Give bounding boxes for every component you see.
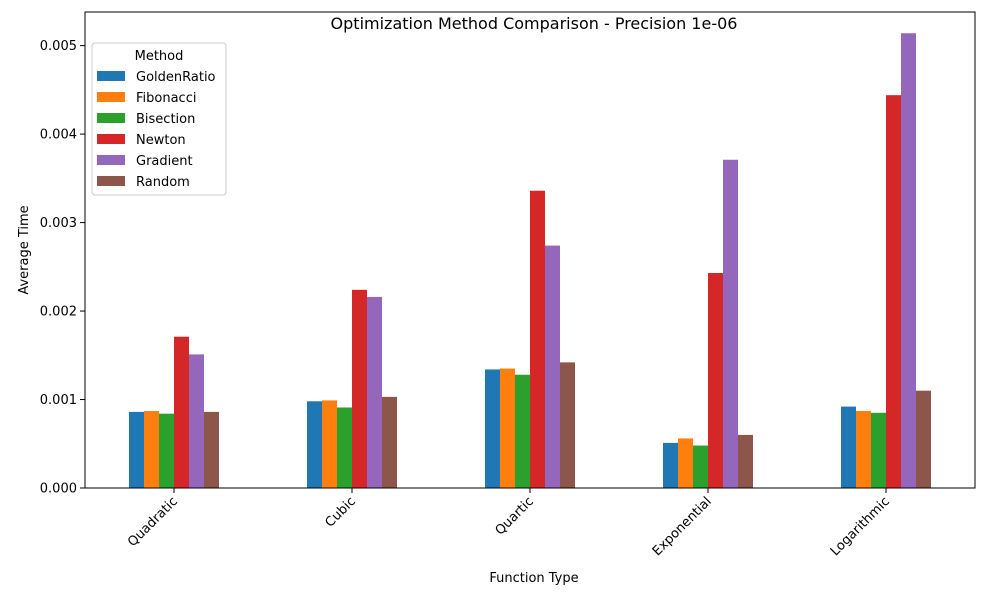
bar-goldenratio-cubic	[307, 401, 322, 488]
bar-newton-quadratic	[174, 336, 189, 488]
y-axis: 0.000 0.001 0.002 0.003 0.004 0.005	[40, 39, 85, 497]
bar-random-quadratic	[204, 411, 219, 488]
legend-items: GoldenRatio Fibonacci Bisection Newton Gradi…	[97, 70, 216, 190]
chart-title: Optimization Method Comparison - Precisi…	[331, 14, 738, 33]
legend-box	[91, 42, 227, 196]
bar-goldenratio-exponential	[663, 442, 678, 488]
legend-label-fibonacci: Fibonacci	[136, 91, 196, 106]
legend-label-bisection: Bisection	[136, 112, 195, 127]
y-tick-label: 0.002	[40, 305, 77, 320]
legend-swatch-random	[97, 176, 125, 186]
bar-fibonacci-exponential	[678, 438, 693, 488]
legend-swatch-newton	[97, 134, 125, 144]
bar-newton-exponential	[708, 273, 723, 488]
bar-newton-logarithmic	[886, 95, 901, 488]
bar-fibonacci-cubic	[322, 400, 337, 488]
y-tick-label: 0.000	[40, 482, 77, 497]
bar-bisection-cubic	[337, 407, 352, 488]
bar-bisection-exponential	[693, 445, 708, 488]
legend-swatch-fibonacci	[97, 92, 125, 102]
bar-newton-quartic	[530, 190, 545, 488]
bar-fibonacci-quadratic	[144, 411, 159, 488]
bar-bisection-quadratic	[159, 413, 174, 488]
y-tick-label: 0.001	[40, 393, 77, 408]
bar-bisection-quartic	[515, 374, 530, 488]
bar-random-quartic	[560, 362, 575, 488]
bar-gradient-logarithmic	[901, 33, 916, 489]
bar-gradient-exponential	[723, 159, 738, 489]
bar-gradient-quartic	[545, 245, 560, 488]
x-axis-label: Function Type	[489, 571, 578, 586]
legend-label-random: Random	[136, 175, 190, 190]
bar-goldenratio-quartic	[485, 369, 500, 488]
y-tick-label: 0.004	[40, 128, 77, 143]
bar-random-logarithmic	[916, 390, 931, 488]
legend-swatch-gradient	[97, 155, 125, 165]
bar-newton-cubic	[352, 289, 367, 488]
bar-gradient-quadratic	[189, 354, 204, 488]
bar-goldenratio-logarithmic	[841, 406, 856, 488]
bar-gradient-cubic	[367, 296, 382, 488]
y-axis-label: Average Time	[17, 205, 32, 294]
bar-bisection-logarithmic	[871, 412, 886, 488]
bar-random-exponential	[738, 434, 753, 488]
bar-goldenratio-quadratic	[129, 411, 144, 488]
bar-fibonacci-quartic	[500, 368, 515, 488]
legend-label-newton: Newton	[136, 133, 186, 148]
legend-label-goldenratio: GoldenRatio	[136, 70, 216, 85]
bar-random-cubic	[382, 396, 397, 488]
legend-swatch-goldenratio	[97, 71, 125, 81]
legend-title: Method	[135, 49, 184, 64]
y-tick-label: 0.003	[40, 216, 77, 231]
bar-fibonacci-logarithmic	[856, 411, 871, 488]
legend-swatch-bisection	[97, 113, 125, 123]
legend: Method GoldenRatio Fibonacci Bisection Newt…	[91, 42, 227, 196]
legend-label-gradient: Gradient	[136, 154, 193, 169]
bars-group	[129, 33, 931, 489]
y-tick-label: 0.005	[40, 39, 77, 54]
plot-frame	[84, 11, 976, 489]
